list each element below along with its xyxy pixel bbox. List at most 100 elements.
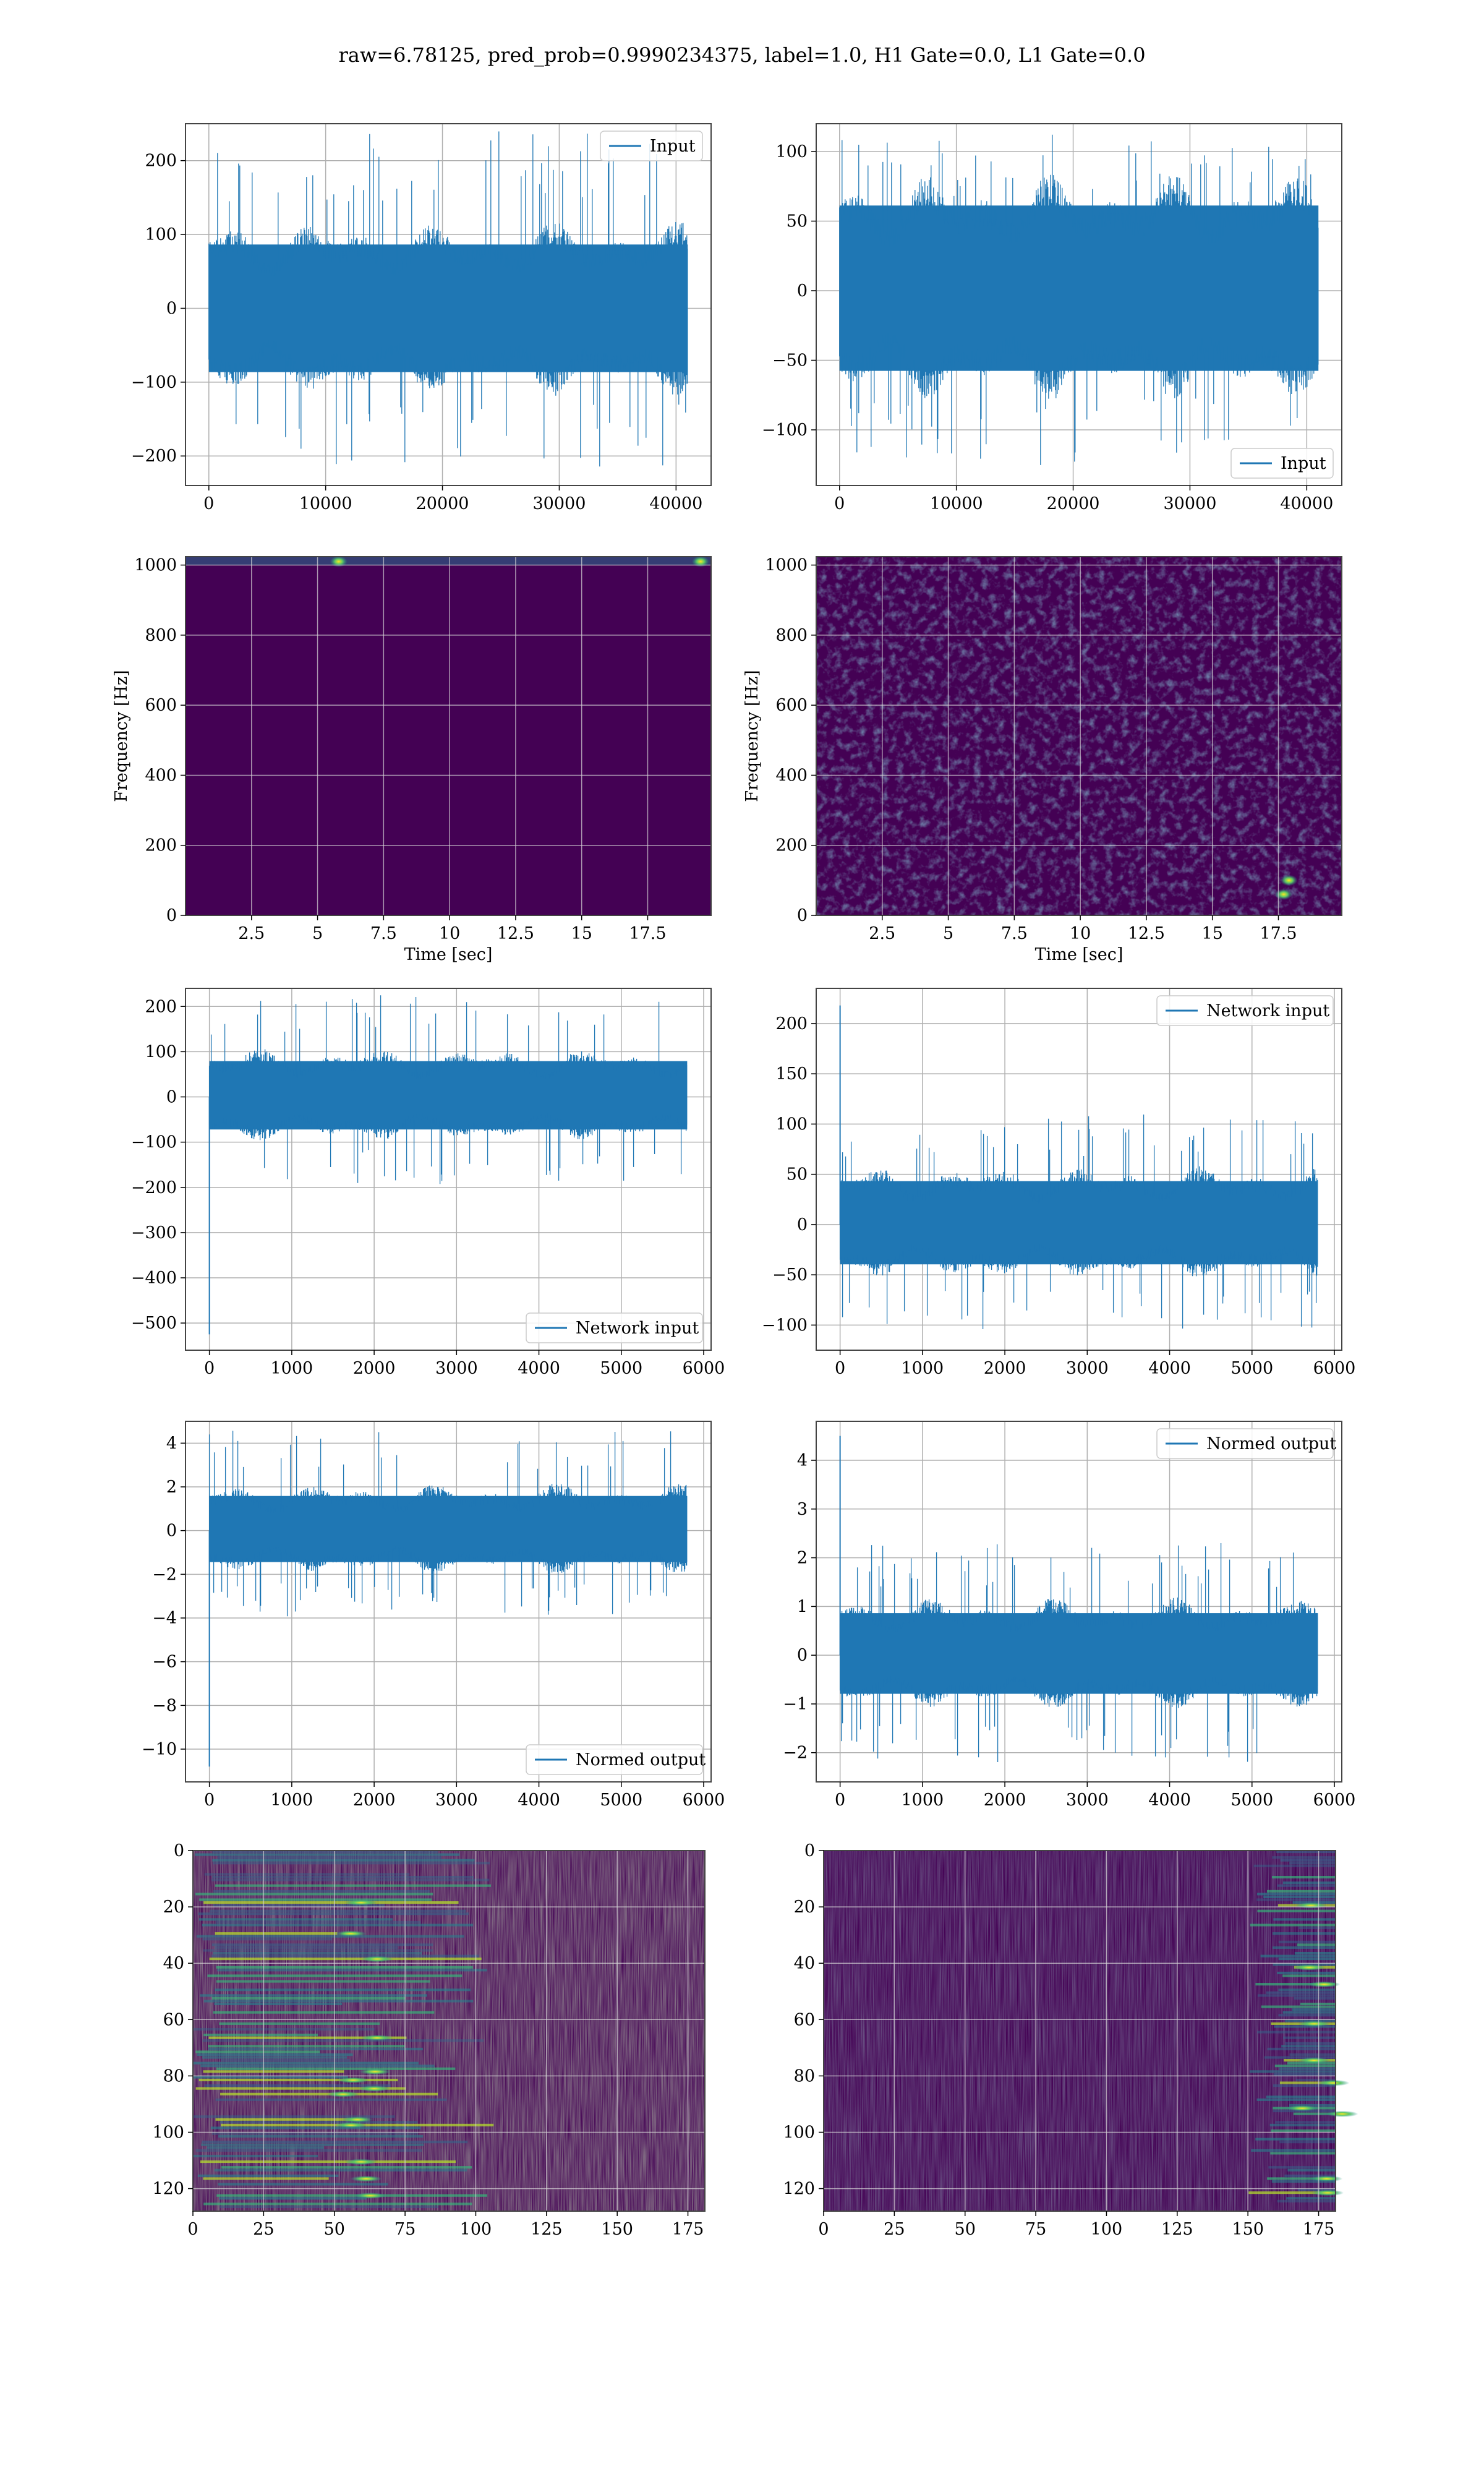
x-tick-label: 17.5	[1260, 924, 1297, 943]
feature-row	[1273, 2110, 1336, 2113]
y-tick-label: −2	[783, 1744, 808, 1763]
x-tick-label: 1000	[902, 1359, 944, 1378]
grid	[186, 988, 711, 1350]
feature-peak	[1295, 1902, 1328, 1909]
y-tick-label: −100	[762, 421, 808, 440]
tick-labels: 0 10000 20000 30000 40000 −100 −50 0 50 100	[762, 142, 1333, 513]
feature-row	[1268, 2166, 1336, 2169]
feature-row	[212, 1859, 475, 1862]
tick-labels: 2.5 5 7.5 10 12.5 15 17.5 0 200 400 600 800 1000	[765, 556, 1297, 943]
feature-row	[195, 1893, 433, 1896]
y-tick-label: −100	[131, 1133, 177, 1152]
feature-row	[211, 1954, 480, 1958]
feature-row	[1297, 2188, 1336, 2191]
x-tick-label: 125	[1161, 2220, 1193, 2239]
feature-texture	[824, 1851, 1336, 2211]
y-tick-label: 50	[787, 1165, 808, 1184]
x-tick-label: 2000	[353, 1359, 396, 1378]
x-tick-label: 5000	[1230, 1359, 1273, 1378]
x-tick-label: 75	[1025, 2220, 1046, 2239]
x-tick-label: 0	[204, 1791, 215, 1810]
y-tick-label: 20	[794, 1898, 815, 1917]
feature-row	[199, 1898, 432, 1901]
feature-row	[1266, 2095, 1336, 2099]
feature-row	[211, 1943, 433, 1946]
feature-row	[211, 2132, 419, 2135]
feature-row	[1294, 1951, 1336, 1955]
legend-label: Network input	[576, 1319, 699, 1338]
feature-row	[1293, 2112, 1336, 2115]
y-tick-label: 600	[775, 696, 808, 715]
x-tick-label: 5000	[1230, 1791, 1273, 1810]
y-tick-label: 60	[794, 2010, 815, 2029]
feature-peak	[1317, 2079, 1350, 2086]
feature-peak	[360, 2034, 393, 2041]
feature-peak	[326, 2091, 359, 2097]
legend-box	[526, 1312, 703, 1343]
legend: Network input	[526, 1312, 703, 1343]
feature-row	[1273, 1946, 1336, 1949]
feature-row	[217, 1969, 487, 1972]
x-tick-label: 6000	[683, 1791, 725, 1810]
feature-row	[215, 2118, 362, 2121]
feature-row	[197, 2174, 339, 2177]
x-tick-label: 2000	[353, 1791, 396, 1810]
x-tick-label: 2000	[984, 1359, 1026, 1378]
x-tick-label: 100	[1091, 2220, 1123, 2239]
panel-l1-features: 0 25 50 75 100 125 150 175 0 20 40 60 80 100 120	[783, 1841, 1358, 2239]
feature-row	[216, 1980, 430, 1983]
feature-row	[207, 2146, 324, 2149]
axes-frame	[185, 123, 712, 486]
y-tick-label: 100	[775, 1115, 808, 1134]
tick-labels: 0 1000 2000 3000 4000 5000 6000 −10 −8 −6 −4 −2 0 2 4	[142, 1434, 725, 1810]
y-axis-label: Frequency [Hz]	[743, 670, 762, 802]
feature-row	[1269, 2123, 1336, 2126]
y-tick-label: −300	[131, 1223, 177, 1243]
feature-row	[219, 2022, 380, 2025]
feature-row	[1276, 1851, 1336, 1854]
feature-row	[1287, 2168, 1336, 2172]
feature-row	[1282, 1974, 1336, 1977]
feature-row	[1256, 2098, 1336, 2101]
x-tick-label: 0	[834, 494, 845, 513]
x-tick-label: 175	[672, 2220, 704, 2239]
grid	[816, 557, 1342, 916]
y-tick-label: 3	[797, 1500, 808, 1519]
feature-row	[193, 2115, 395, 2118]
panel-h1-features: 0 25 50 75 100 125 150 175 0 20 40 60 80 100 120	[152, 1841, 706, 2239]
feature-row	[1282, 2011, 1336, 2014]
feature-row	[1280, 1859, 1336, 1862]
feature-row	[1277, 2199, 1336, 2202]
feature-row	[1266, 1991, 1336, 1994]
legend-label: Network input	[1206, 1001, 1329, 1021]
feature-row	[203, 2000, 474, 2003]
y-tick-label: 80	[163, 2066, 184, 2086]
x-tick-label: 125	[531, 2220, 563, 2239]
panel-h1-normed-output: Normed output 0 1000 2000 3000 4000 5000 6000 −1…	[142, 1421, 725, 1810]
feature-row	[210, 1909, 466, 1912]
x-tick-label: 12.5	[497, 924, 534, 943]
feature-row	[1287, 2061, 1336, 2065]
feature-peak	[1308, 1981, 1341, 1988]
y-tick-label: 200	[145, 997, 177, 1016]
feature-row	[216, 2194, 487, 2197]
x-tick-label: 2.5	[238, 924, 265, 943]
feature-row	[215, 2098, 447, 2101]
feature-peak	[359, 2068, 391, 2075]
feature-row	[1271, 2180, 1336, 2183]
y-tick-label: 600	[145, 696, 177, 715]
feature-row	[213, 1890, 430, 1893]
legend: Network input	[1156, 995, 1334, 1026]
legend-box	[526, 1744, 703, 1775]
y-tick-label: 80	[794, 2066, 815, 2086]
feature-row	[1286, 2197, 1336, 2200]
x-tick-label: 0	[187, 2220, 198, 2239]
x-tick-label: 10	[1070, 924, 1091, 943]
feature-row	[216, 1966, 473, 1969]
x-tick-label: 10	[439, 924, 460, 943]
axes-frame	[823, 1850, 1336, 2212]
panel-h1-input: Input 0 10000 20000 30000 40000 −200 −100 0 100 20…	[131, 123, 712, 513]
feature-row	[215, 1946, 398, 1949]
x-tick-label: 1000	[271, 1791, 313, 1810]
